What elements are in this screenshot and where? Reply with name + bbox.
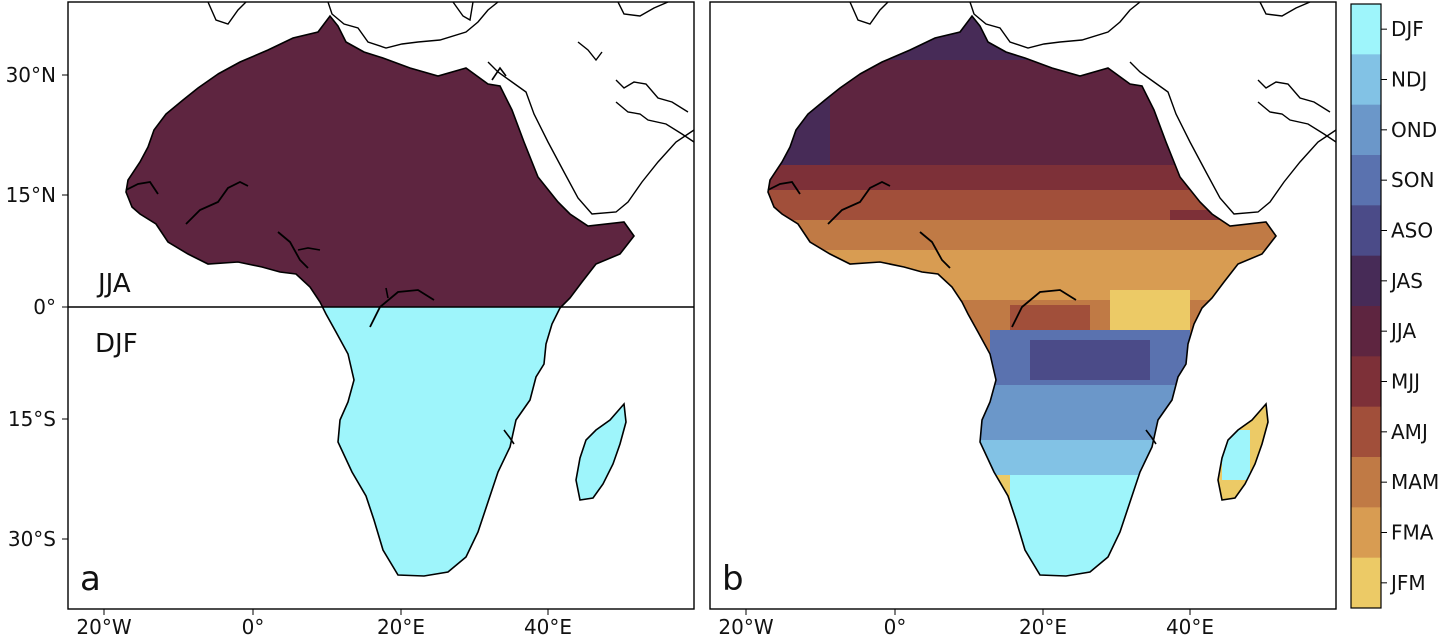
band-aso bbox=[1030, 340, 1150, 380]
arabia-coastline-b bbox=[1129, 61, 1336, 215]
mediterranean-coastline bbox=[327, 2, 499, 49]
senegal-river-b bbox=[767, 181, 801, 195]
iran-coastline-b bbox=[1257, 79, 1331, 113]
colorbar-swatch-jja bbox=[1351, 306, 1381, 357]
region-label-north: JJA bbox=[96, 269, 131, 299]
colorbar-swatch-ond bbox=[1351, 104, 1381, 156]
europe-coastline-b bbox=[849, 2, 889, 25]
zambezi-river-b bbox=[1145, 429, 1157, 445]
band-jfm-east bbox=[1110, 290, 1190, 330]
colorbar-label-jas: JAS bbox=[1389, 269, 1423, 293]
colorbar-label-son: SON bbox=[1391, 168, 1434, 192]
band-mam bbox=[768, 220, 1276, 255]
x-tick-label: 0° bbox=[242, 615, 265, 637]
arabia-coastline bbox=[487, 61, 694, 215]
colorbar-label-djf: DJF bbox=[1391, 17, 1424, 41]
nile-delta bbox=[491, 66, 507, 81]
colorbar-swatch-mjj bbox=[1351, 356, 1381, 408]
region-label-south: DJF bbox=[95, 329, 138, 359]
x-tick-label: 0° bbox=[884, 615, 907, 637]
x-tick-label: 20°E bbox=[377, 615, 425, 637]
y-tick-label: 15°S bbox=[8, 407, 56, 431]
y-tick-label: 0° bbox=[33, 295, 56, 319]
colorbar-label-ond: OND bbox=[1391, 118, 1437, 142]
panel-a bbox=[68, 2, 694, 609]
congo-river-b bbox=[1011, 289, 1077, 328]
niger-river-b bbox=[827, 180, 891, 225]
colorbar-label-mjj: MJJ bbox=[1391, 370, 1420, 394]
colorbar-label-aso: ASO bbox=[1391, 219, 1433, 243]
niger-river bbox=[185, 180, 249, 225]
colorbar-swatch-jas bbox=[1351, 255, 1381, 307]
persian-gulf-coastline-b bbox=[1257, 101, 1336, 143]
panel-b bbox=[710, 2, 1336, 609]
colorbar-label-amj: AMJ bbox=[1391, 420, 1428, 444]
x-tick-label: 20°W bbox=[718, 615, 773, 637]
panel-a-frame bbox=[67, 1, 695, 610]
x-tick-label: 40°E bbox=[524, 615, 572, 637]
senegal-river bbox=[125, 181, 159, 195]
mediterranean-coastline-b bbox=[969, 2, 1141, 49]
colorbar-frame bbox=[1350, 3, 1382, 609]
panel-a-y-axis: 30°N 15°N 0° 15°S 30°S bbox=[6, 63, 68, 551]
colorbar-swatch-amj bbox=[1351, 406, 1381, 458]
colorbar-swatch-ndj bbox=[1351, 54, 1381, 106]
persian-gulf-coastline bbox=[615, 101, 694, 143]
ubangi-river bbox=[385, 287, 389, 299]
caspian-coastline bbox=[577, 41, 603, 62]
colorbar-label-ndj: NDJ bbox=[1391, 68, 1427, 92]
benue-river bbox=[297, 247, 321, 251]
zambezi-river bbox=[503, 429, 515, 445]
panel-a-x-axis: 20°W 0° 20°E 40°E bbox=[76, 609, 572, 637]
greece-coastline bbox=[452, 2, 474, 22]
panel-b-x-axis: 20°W 0° 20°E 40°E bbox=[718, 609, 1214, 637]
x-tick-label: 20°W bbox=[76, 615, 131, 637]
colorbar-swatch-son bbox=[1351, 155, 1381, 206]
y-tick-label: 30°N bbox=[6, 63, 56, 87]
y-tick-label: 15°N bbox=[6, 183, 56, 207]
colorbar-label-fma: FMA bbox=[1391, 521, 1434, 545]
y-tick-label: 30°S bbox=[8, 527, 56, 551]
congo-river bbox=[369, 289, 435, 328]
x-tick-label: 40°E bbox=[1166, 615, 1214, 637]
panel-b-letter: b bbox=[722, 559, 744, 599]
black-sea-coastline bbox=[617, 2, 669, 17]
niger-lower-river-b bbox=[919, 231, 951, 269]
colorbar-swatch-djf bbox=[1351, 4, 1381, 55]
colorbar: DJF NDJ OND SON ASO JAS JJA MJJ AMJ MAM FMA JFM bbox=[1350, 3, 1439, 609]
panel-b-frame bbox=[709, 1, 1337, 610]
colorbar-label-jfm: JFM bbox=[1389, 571, 1426, 595]
x-tick-label: 20°E bbox=[1019, 615, 1067, 637]
colorbar-swatch-aso bbox=[1351, 205, 1381, 257]
colorbar-label-mam: MAM bbox=[1391, 470, 1439, 494]
niger-lower-river bbox=[277, 231, 309, 269]
colorbar-swatch-jfm bbox=[1351, 557, 1381, 609]
colorbar-swatch-fma bbox=[1351, 507, 1381, 559]
colorbar-label-jja: JJA bbox=[1389, 319, 1416, 343]
panel-a-letter: a bbox=[80, 559, 101, 599]
black-sea-coastline-b bbox=[1259, 2, 1311, 17]
colorbar-swatch-mam bbox=[1351, 457, 1381, 508]
europe-coastline bbox=[207, 2, 247, 25]
iran-coastline bbox=[615, 79, 689, 113]
